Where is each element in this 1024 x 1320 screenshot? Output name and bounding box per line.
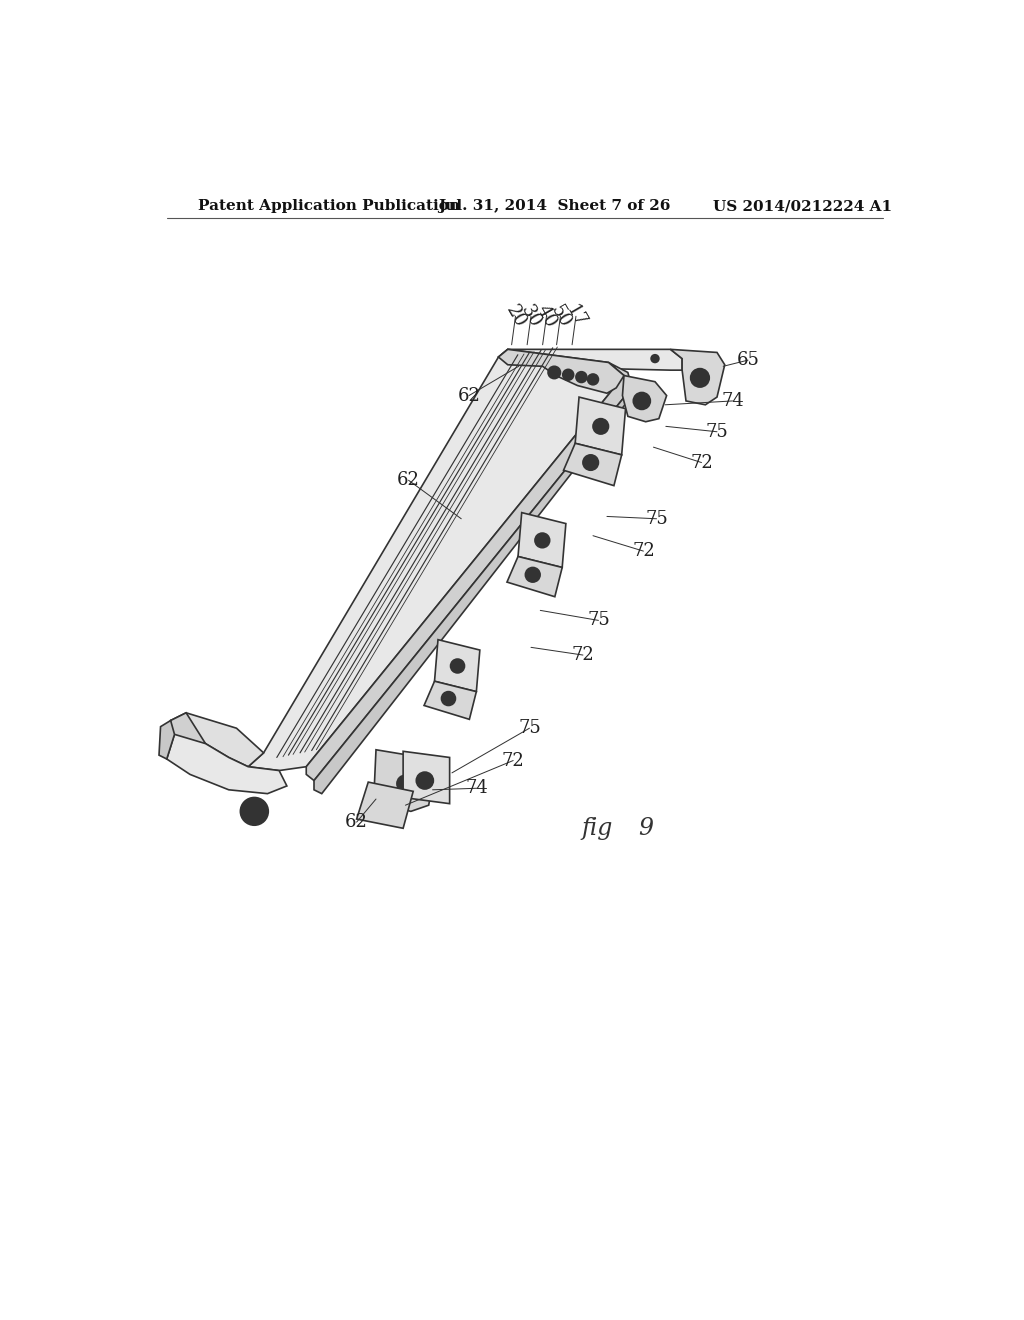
Polygon shape xyxy=(306,363,632,780)
Circle shape xyxy=(583,455,598,470)
Circle shape xyxy=(397,775,414,792)
Polygon shape xyxy=(356,781,414,829)
Polygon shape xyxy=(623,376,667,422)
Polygon shape xyxy=(575,397,626,455)
Circle shape xyxy=(451,659,465,673)
Polygon shape xyxy=(507,557,562,597)
Circle shape xyxy=(525,568,540,582)
Text: US 2014/0212224 A1: US 2014/0212224 A1 xyxy=(713,199,892,213)
Text: 40: 40 xyxy=(532,302,560,330)
Text: 74: 74 xyxy=(721,392,743,411)
Text: fig: fig xyxy=(581,817,612,840)
Polygon shape xyxy=(518,512,566,568)
Text: 30: 30 xyxy=(517,302,545,331)
Circle shape xyxy=(535,533,550,548)
Polygon shape xyxy=(499,350,682,370)
Text: 72: 72 xyxy=(571,645,594,664)
Polygon shape xyxy=(171,713,206,755)
Polygon shape xyxy=(424,681,476,719)
Text: 72: 72 xyxy=(690,454,713,471)
Circle shape xyxy=(519,355,527,363)
Polygon shape xyxy=(167,734,287,793)
Polygon shape xyxy=(434,640,480,692)
Text: 62: 62 xyxy=(458,387,480,404)
Text: 75: 75 xyxy=(518,719,541,737)
Text: 75: 75 xyxy=(706,422,728,441)
Circle shape xyxy=(575,372,587,383)
Polygon shape xyxy=(563,444,622,486)
Circle shape xyxy=(633,392,650,409)
Polygon shape xyxy=(248,350,624,771)
Text: 75: 75 xyxy=(645,510,668,528)
Circle shape xyxy=(548,367,560,379)
Circle shape xyxy=(441,692,456,705)
Text: 17: 17 xyxy=(562,302,590,330)
Text: 75: 75 xyxy=(587,611,610,630)
Polygon shape xyxy=(314,388,632,793)
Text: 74: 74 xyxy=(465,779,488,797)
Polygon shape xyxy=(375,750,434,812)
Text: 72: 72 xyxy=(632,543,654,560)
Text: 62: 62 xyxy=(397,471,420,490)
Text: Jul. 31, 2014  Sheet 7 of 26: Jul. 31, 2014 Sheet 7 of 26 xyxy=(438,199,671,213)
Text: 62: 62 xyxy=(345,813,368,832)
Polygon shape xyxy=(499,350,624,393)
Polygon shape xyxy=(671,350,725,405)
Polygon shape xyxy=(171,713,263,767)
Text: 20: 20 xyxy=(502,302,529,330)
Circle shape xyxy=(241,797,268,825)
Text: 9: 9 xyxy=(638,817,653,840)
Circle shape xyxy=(690,368,710,387)
Text: 65: 65 xyxy=(736,351,760,370)
Text: 72: 72 xyxy=(502,751,524,770)
Circle shape xyxy=(651,355,658,363)
Polygon shape xyxy=(159,721,174,759)
Text: 50: 50 xyxy=(547,302,574,330)
Polygon shape xyxy=(403,751,450,804)
Circle shape xyxy=(417,772,433,789)
Circle shape xyxy=(588,374,598,385)
Circle shape xyxy=(593,418,608,434)
Circle shape xyxy=(563,370,573,380)
Text: Patent Application Publication: Patent Application Publication xyxy=(198,199,460,213)
